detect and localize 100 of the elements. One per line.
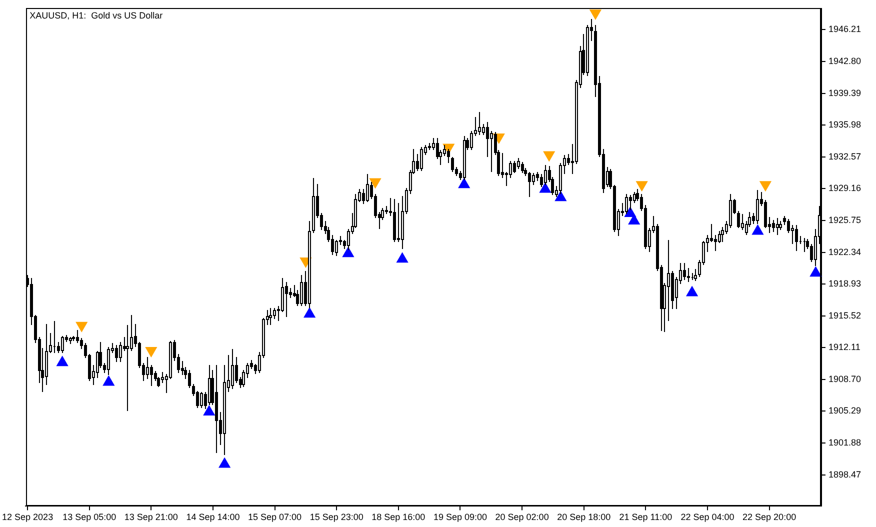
point (686, 286, 698, 296)
candlestick (231, 348, 234, 390)
x-tick-label: 12 Sep 2023 (2, 512, 54, 522)
candlestick (795, 224, 798, 252)
y-tick-label: 1942.80 (828, 56, 862, 66)
candlestick (718, 230, 721, 244)
candlestick (200, 392, 203, 408)
point (759, 181, 772, 192)
candlestick (366, 174, 369, 202)
candlestick (490, 130, 493, 172)
candlestick (540, 174, 543, 188)
candlestick (443, 144, 446, 156)
candlestick (787, 218, 790, 234)
x-tick-label: 21 Sep 11:00 (619, 512, 672, 522)
x-tick-label: 22 Sep 20:00 (742, 512, 796, 522)
y-tick-label: 1922.34 (828, 246, 862, 257)
point (304, 307, 316, 318)
candlestick (208, 364, 211, 406)
candlestick (107, 346, 110, 376)
candlestick (470, 130, 473, 150)
y-tick-label: 1925.75 (828, 214, 862, 225)
candlestick (687, 268, 690, 282)
y-tick-label: 1935.98 (828, 120, 862, 130)
candlestick (714, 234, 717, 252)
y-tick-label: 1915.52 (828, 310, 862, 320)
x-tick-label: 20 Sep 02:00 (495, 512, 549, 522)
candlestick (509, 160, 512, 178)
candlestick (447, 148, 450, 164)
point (810, 266, 822, 277)
candlestick (119, 342, 122, 362)
candlestick (300, 274, 303, 306)
point (589, 10, 602, 20)
candlestick (721, 226, 724, 242)
y-tick-label: 1901.88 (828, 437, 862, 448)
candlestick (517, 158, 520, 170)
candlestick (235, 356, 238, 384)
candlestick (335, 240, 338, 256)
candlestick (181, 360, 184, 376)
x-tick-label: 22 Sep 04:00 (680, 512, 734, 522)
candlestick (737, 210, 740, 228)
candlestick (764, 200, 767, 228)
y-tick-label: 1918.93 (828, 278, 862, 289)
point (543, 151, 556, 162)
candlestick (694, 268, 697, 282)
point (342, 246, 354, 258)
candlestick (486, 122, 489, 158)
y-tick-label: 1929.16 (828, 183, 862, 194)
point (56, 356, 68, 366)
candlestick (629, 194, 632, 210)
candlestick (544, 164, 547, 186)
y-tick-label: 1946.21 (828, 24, 862, 34)
x-tick-label: 19 Sep 09:00 (433, 512, 488, 522)
point (396, 252, 408, 263)
candlestick (683, 262, 686, 280)
candlestick (115, 344, 118, 362)
chart-title: XAUUSD, H1: Gold vs US Dollar (30, 10, 163, 20)
candlestick (150, 364, 153, 386)
candlestick (667, 240, 670, 322)
y-tick-label: 1905.29 (828, 406, 862, 416)
candlestick (772, 220, 775, 232)
candlestick (741, 214, 744, 230)
x-tick-label: 15 Sep 23:00 (310, 512, 364, 522)
candlestick (76, 330, 79, 344)
candlestick (289, 288, 292, 298)
point (102, 375, 115, 386)
x-tick-label: 20 Sep 18:00 (557, 512, 611, 522)
point (369, 178, 382, 189)
candlestick (501, 152, 504, 178)
candlestick (776, 218, 779, 236)
candlestick (397, 202, 400, 242)
candlestick (146, 356, 149, 380)
x-tick-label: 18 Sep 16:00 (372, 512, 426, 522)
candlestick (451, 156, 454, 172)
point (218, 457, 231, 468)
candlestick (273, 308, 276, 320)
candlestick (633, 192, 636, 204)
point (636, 181, 648, 192)
candlestick (532, 172, 535, 186)
candlestick (281, 278, 284, 312)
candlestick (567, 154, 570, 166)
x-tick-label: 15 Sep 07:00 (248, 512, 302, 522)
candlestick (478, 112, 481, 136)
candlestick (420, 146, 423, 172)
candlestick (269, 308, 272, 326)
candlestick (625, 194, 628, 214)
candlestick (528, 172, 531, 198)
candlestick (756, 190, 759, 224)
candlestick (126, 324, 129, 412)
x-tick-label: 13 Sep 05:00 (62, 512, 116, 522)
y-tick-label: 1912.11 (828, 342, 860, 352)
candlestick (513, 160, 516, 174)
x-tick-label: 14 Sep 14:00 (186, 512, 240, 522)
y-tick-label: 1898.47 (828, 469, 862, 480)
candlestick (188, 370, 191, 388)
candlestick (710, 224, 713, 242)
candlestick (61, 336, 64, 354)
x-tick-label: 13 Sep 21:00 (124, 512, 178, 522)
candlestick (791, 224, 794, 244)
candlestick (347, 228, 350, 250)
candlestick (521, 162, 524, 174)
